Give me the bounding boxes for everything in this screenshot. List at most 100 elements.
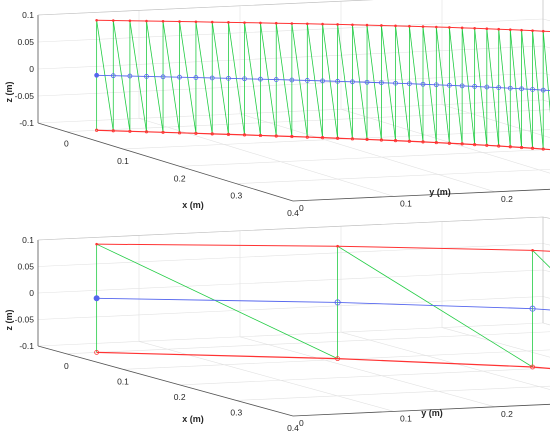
box-edge [37,216,544,241]
floor-gridline [542,99,550,103]
centerline [96,74,550,92]
upper-rail-point [473,26,476,30]
lower-rail-point [530,146,535,150]
upper-rail-point [210,20,214,24]
centerline-point [364,79,370,85]
upper-rail-point [95,242,98,246]
centerline-point [335,78,341,84]
floor-gridline [236,169,550,184]
floor-gridline [236,385,550,401]
lower-rail-point [161,130,165,134]
lower-rail-point [519,145,524,150]
lower-rail-point [365,137,369,142]
centerline-point [350,79,355,85]
y-axis-line [292,403,550,417]
z-tick-label: -0.05 [15,315,35,325]
lower-rail-point [336,136,340,140]
lower-rail-point [497,144,501,148]
y-axis-line [292,188,550,202]
y-tick-label: 0.2 [501,194,513,204]
centerline-point [393,80,398,86]
wall-gridline [542,269,550,272]
upper-rail-point [274,21,278,25]
lower-rail-point [258,133,263,138]
lower-rail-point [305,135,309,139]
centerline-point [379,80,384,86]
lower-rail [96,351,550,370]
lower-rail-point [421,140,425,144]
y-tick-label: 0.2 [501,409,513,419]
upper-rail-point [95,18,98,22]
upper-rail-point [508,28,512,31]
upper-rail-point [111,19,115,22]
lower-rail-point [177,131,182,135]
panel-bottom-marks [93,242,550,370]
wall-gridline [542,99,550,103]
centerline-point [258,76,263,82]
upper-rail-point [351,23,354,27]
centerline-point [540,87,546,93]
centerline-point [446,82,452,88]
panel-bottom-grid [37,216,550,417]
floor-gridline [138,118,395,197]
centerline-point [127,73,133,79]
wall-gridline [37,45,544,70]
lower-rail-point [473,143,477,147]
lower-rail-point [226,132,231,136]
panel-top-axes: 00.10.20.30.400.10.20.30.40.50.10.050-0.… [4,0,550,218]
panel-top-ticks: 00.10.20.30.400.10.20.30.40.50.10.050-0.… [15,10,513,218]
upper-rail-point [520,28,523,32]
lower-rail-point [290,134,294,139]
lower-rail-point [541,147,545,151]
lower-rail-point [485,143,489,147]
centerline-point [289,77,295,83]
floor-gridline [441,104,550,138]
centerline-point [484,84,490,90]
centerline-point [226,75,231,81]
floor-gridline [340,108,550,174]
z-tick-label: -0.1 [19,341,34,351]
upper-rail-point [541,29,545,33]
upper-rail-point [421,25,425,28]
centerline-point [209,75,215,81]
centerline-point [193,75,199,80]
lower-rail-point [460,142,464,146]
upper-rail-point [161,19,165,23]
centerline-point [93,295,100,302]
x-tick-label: 0.2 [174,173,186,183]
wall-gridline [37,243,544,267]
lower-rail-point [242,133,247,137]
lower-rail [96,129,550,151]
centerline-point [496,85,502,91]
upper-rail-point [460,26,464,30]
upper-rail-point [448,26,451,29]
y-tick-label: 0.1 [400,413,412,423]
wall-gridline [37,296,544,320]
lower-rail-point [393,139,398,143]
lower-rail-point [508,145,512,149]
centerline-point [94,72,100,78]
x-tick-label: 0.1 [117,376,129,386]
y-tick-label: 0.1 [400,198,412,208]
lower-rail-point [111,129,115,133]
x-tick-label: 0.4 [287,423,299,433]
centerline-point [507,85,513,91]
upper-rail-point [227,21,230,24]
upper-rail-point [336,23,339,26]
floor-gridline [441,327,550,358]
z-tick-label: -0.1 [19,118,34,128]
upper-rail-point [336,244,339,248]
upper-rail-point [290,22,294,25]
lower-rail-point [95,128,99,132]
upper-rail [96,243,550,252]
panel-top-marks [94,18,550,151]
z-tick-label: 0.1 [22,10,34,20]
upper-rail-point [380,24,383,27]
panel-top-xlabel: x (m) [182,200,204,210]
floor-gridline [239,336,496,408]
lower-rail-point [379,138,384,142]
floor-gridline [340,331,550,390]
upper-rail-point [178,20,181,23]
centerline-point [110,73,116,79]
floor-gridline [66,331,550,355]
